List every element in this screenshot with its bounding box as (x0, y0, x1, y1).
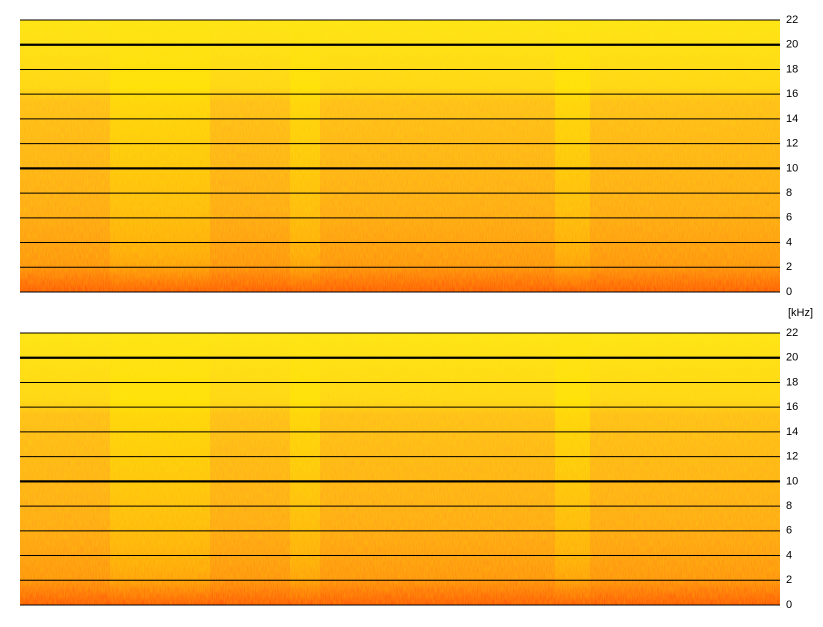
y-tick-label: 12 (786, 451, 798, 463)
y-tick-label: 20 (786, 352, 798, 364)
y-tick-label: 6 (786, 525, 792, 537)
y-tick-label: 2 (786, 574, 792, 586)
y-tick-label: 2 (786, 261, 792, 273)
y-tick-label: 6 (786, 212, 792, 224)
spectrogram-noise (20, 333, 780, 605)
y-tick-label: 0 (786, 599, 792, 611)
y-tick-label: 20 (786, 39, 798, 51)
y-tick-label: 22 (786, 14, 798, 26)
y-tick-label: 22 (786, 327, 798, 339)
y-axis-label: [kHz] (788, 307, 813, 319)
y-tick-label: 12 (786, 138, 798, 150)
y-tick-label: 10 (786, 162, 798, 174)
y-tick-label: 8 (786, 187, 792, 199)
y-tick-label: 16 (786, 401, 798, 413)
y-tick-label: 18 (786, 376, 798, 388)
y-tick-label: 14 (786, 426, 798, 438)
y-tick-label: 14 (786, 113, 798, 125)
y-tick-label: 4 (786, 236, 792, 248)
y-tick-label: 8 (786, 500, 792, 512)
y-tick-label: 0 (786, 286, 792, 298)
y-tick-label: 10 (786, 475, 798, 487)
y-tick-label: 4 (786, 549, 792, 561)
y-tick-label: 16 (786, 88, 798, 100)
spectrogram-noise (20, 20, 780, 292)
y-tick-label: 18 (786, 63, 798, 75)
